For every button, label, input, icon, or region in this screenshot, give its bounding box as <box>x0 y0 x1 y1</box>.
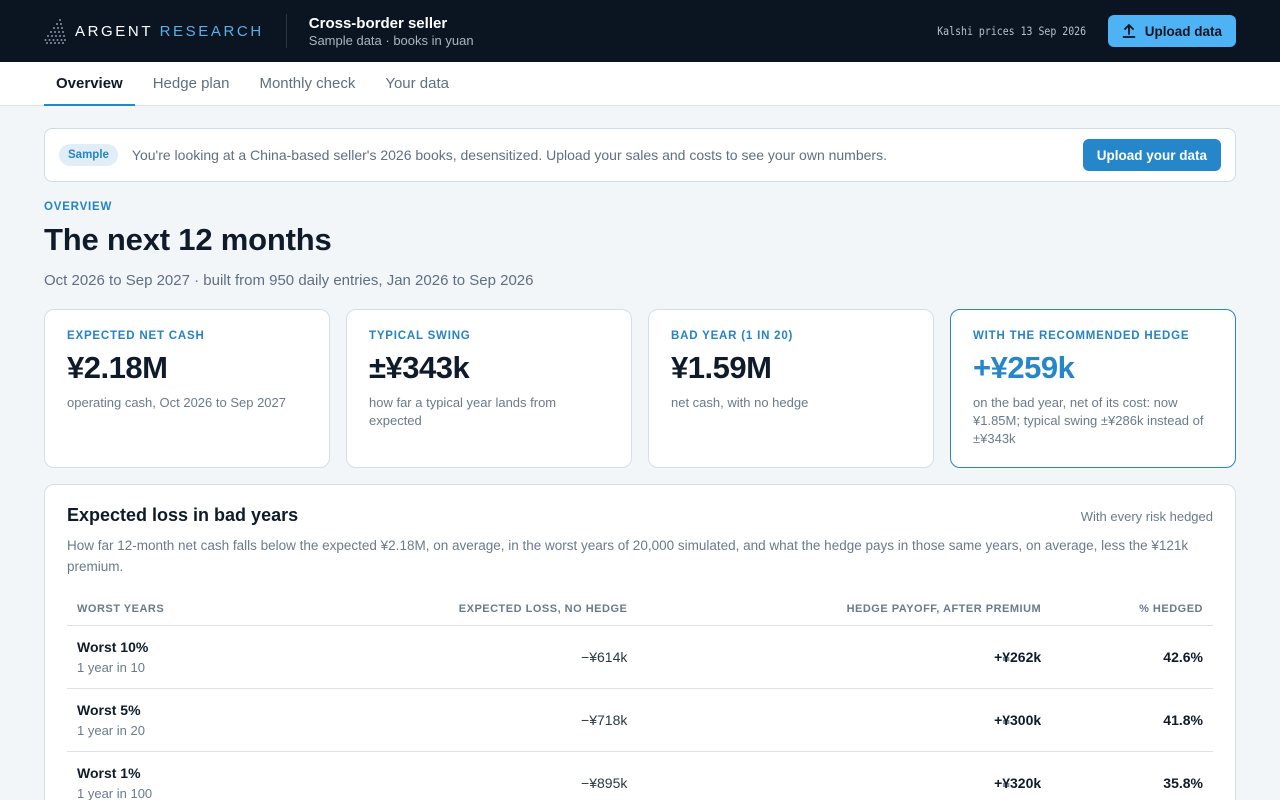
kpi-label: BAD YEAR (1 IN 20) <box>671 330 794 342</box>
row-name: Worst 5% <box>77 701 141 718</box>
table-row: Worst 5% 1 year in 20 −¥718k +¥300k 41.8… <box>67 688 1213 752</box>
kpi-cards: EXPECTED NET CASH ¥2.18M operating cash,… <box>44 309 1236 468</box>
column-header-worst-years: WORST YEARS <box>67 594 274 626</box>
pct-hedged-cell: 41.8% <box>1051 688 1213 752</box>
org-info: Cross-border seller Sample data · books … <box>309 15 474 48</box>
header-divider <box>285 14 287 48</box>
kpi-description: operating cash, Oct 2026 to Sep 2027 <box>67 395 286 410</box>
upload-data-button[interactable]: Upload data <box>1107 15 1236 47</box>
row-frequency: 1 year in 100 <box>77 785 153 800</box>
kpi-description: how far a typical year lands from expect… <box>369 395 557 428</box>
section-eyebrow: OVERVIEW <box>44 201 113 213</box>
bad-years-panel: Expected loss in bad years With every ri… <box>44 484 1236 800</box>
kpi-description: on the bad year, net of its cost: now ¥1… <box>973 395 1204 446</box>
expected-loss-cell: −¥895k <box>273 751 638 800</box>
expected-loss-cell: −¥614k <box>273 625 638 689</box>
column-header-pct-hedged: % HEDGED <box>1051 594 1213 626</box>
kpi-card-recommended-hedge: WITH THE RECOMMENDED HEDGE +¥259k on the… <box>950 309 1236 468</box>
bad-years-table: WORST YEARS EXPECTED LOSS, NO HEDGE HEDG… <box>67 594 1213 800</box>
logo[interactable]: ARGENT RESEARCH <box>44 18 264 44</box>
worst-years-cell: Worst 1% 1 year in 100 <box>67 751 274 800</box>
kpi-card-bad-year: BAD YEAR (1 IN 20) ¥1.59M net cash, with… <box>648 309 934 468</box>
kpi-value: +¥259k <box>973 350 1075 385</box>
table-header-row: WORST YEARS EXPECTED LOSS, NO HEDGE HEDG… <box>67 594 1213 626</box>
pct-hedged-cell: 42.6% <box>1051 625 1213 689</box>
hedge-payoff-cell: +¥262k <box>637 625 1052 689</box>
tab-your-data[interactable]: Your data <box>385 74 449 92</box>
kpi-value: ¥1.59M <box>671 350 772 385</box>
kpi-label: EXPECTED NET CASH <box>67 330 205 342</box>
logo-word-research: RESEARCH <box>159 22 264 40</box>
sample-badge: Sample <box>59 144 118 166</box>
main-content: Sample You're looking at a China-based s… <box>0 106 1280 800</box>
kpi-card-expected-net-cash: EXPECTED NET CASH ¥2.18M operating cash,… <box>44 309 330 468</box>
tab-monthly-check[interactable]: Monthly check <box>259 74 356 92</box>
logo-word-argent: ARGENT <box>75 22 153 40</box>
upload-data-label: Upload data <box>1144 23 1222 39</box>
row-frequency: 1 year in 20 <box>77 722 145 738</box>
sample-banner: Sample You're looking at a China-based s… <box>44 128 1236 182</box>
kpi-value: ¥2.18M <box>67 350 168 385</box>
tab-hedge-plan[interactable]: Hedge plan <box>152 74 230 92</box>
column-header-expected-loss: EXPECTED LOSS, NO HEDGE <box>273 594 638 626</box>
hedge-payoff-cell: +¥300k <box>637 688 1052 752</box>
kpi-value: ±¥343k <box>369 350 470 385</box>
table-row: Worst 10% 1 year in 10 −¥614k +¥262k 42.… <box>67 625 1213 689</box>
kpi-description: net cash, with no hedge <box>671 395 809 410</box>
top-bar: ARGENT RESEARCH Cross-border seller Samp… <box>0 0 1280 62</box>
panel-tag: With every risk hedged <box>1080 509 1213 524</box>
row-name: Worst 1% <box>77 764 141 781</box>
panel-title: Expected loss in bad years <box>67 505 299 525</box>
panel-description: How far 12-month net cash falls below th… <box>67 538 1189 574</box>
tab-overview[interactable]: Overview <box>44 62 135 106</box>
hedge-payoff-cell: +¥320k <box>637 751 1052 800</box>
panel-header: Expected loss in bad years With every ri… <box>67 505 1213 526</box>
worst-years-cell: Worst 10% 1 year in 10 <box>67 625 274 689</box>
kpi-label: TYPICAL SWING <box>369 330 471 342</box>
page-subtitle: Oct 2026 to Sep 2027 · built from 950 da… <box>44 272 534 289</box>
worst-years-cell: Worst 5% 1 year in 20 <box>67 688 274 752</box>
org-subtitle: Sample data · books in yuan <box>308 32 474 48</box>
row-name: Worst 10% <box>77 638 149 655</box>
page-title: The next 12 months <box>44 222 332 257</box>
kpi-label: WITH THE RECOMMENDED HEDGE <box>973 330 1190 342</box>
expected-loss-cell: −¥718k <box>273 688 638 752</box>
upload-icon <box>1122 24 1136 38</box>
logo-text: ARGENT RESEARCH <box>75 23 264 40</box>
kpi-card-typical-swing: TYPICAL SWING ±¥343k how far a typical y… <box>346 309 632 468</box>
tab-bar: Overview Hedge plan Monthly check Your d… <box>0 62 1280 106</box>
prices-timestamp: Kalshi prices 13 Sep 2026 <box>936 24 1086 38</box>
column-header-hedge-payoff: HEDGE PAYOFF, AFTER PREMIUM <box>637 594 1052 626</box>
upload-your-data-button[interactable]: Upload your data <box>1082 139 1221 171</box>
logo-mark-icon <box>44 19 66 44</box>
sample-banner-text: You're looking at a China-based seller's… <box>131 147 887 163</box>
pct-hedged-cell: 35.8% <box>1051 751 1213 800</box>
org-name: Cross-border seller <box>308 14 448 32</box>
row-frequency: 1 year in 10 <box>77 659 145 675</box>
header-actions: Kalshi prices 13 Sep 2026 Upload data <box>913 15 1236 47</box>
table-row: Worst 1% 1 year in 100 −¥895k +¥320k 35.… <box>67 751 1213 800</box>
